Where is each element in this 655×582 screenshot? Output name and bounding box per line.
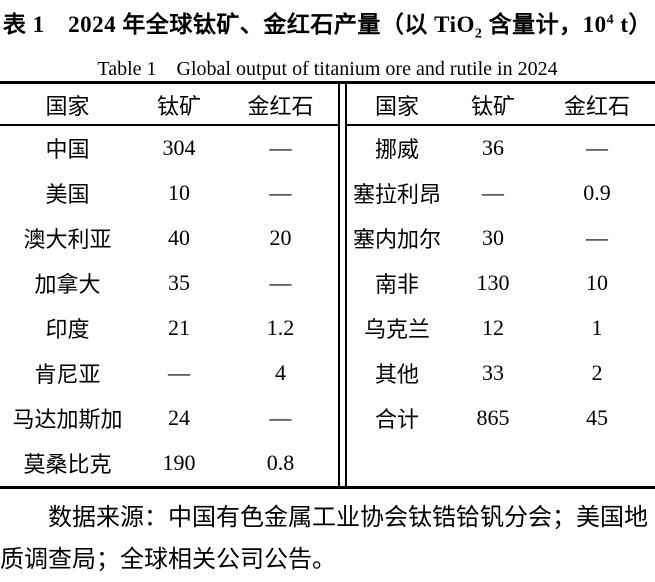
ilmenite-cell: —	[168, 359, 190, 385]
rutile-cell: 20	[269, 224, 292, 250]
rutile-cell: 0.9	[583, 179, 611, 205]
table-caption-zh: 表 1 2024 年全球钛矿、金红石产量（以 TiO2 含量计，104 t）	[0, 5, 655, 42]
rutile-cell: —	[586, 134, 608, 160]
rutile-cell: 1.2	[266, 314, 295, 340]
ilmenite-cell: 40	[168, 224, 190, 250]
country-cell: 美国	[45, 181, 90, 207]
caption-zh-close: t）	[614, 12, 653, 37]
column-header-country: 国家	[374, 93, 419, 119]
ilmenite-cell: 12	[482, 314, 504, 340]
country-cell: 加拿大	[34, 271, 101, 297]
rutile-cell: 1	[591, 314, 603, 340]
rutile-cell: —	[269, 404, 292, 430]
ilmenite-cell: 35	[168, 269, 190, 295]
column-header-country: 国家	[45, 93, 90, 119]
column-header-ilmenite: 钛矿	[470, 93, 515, 119]
country-cell: 乌克兰	[363, 316, 430, 342]
ilmenite-cell: 10	[168, 179, 190, 205]
right-subtable: 国家 钛矿 金红石 挪威 36 — 塞拉利昂 — 0.9 塞内加尔 30 — 南…	[347, 84, 655, 486]
country-cell: 合计	[374, 406, 419, 432]
country-cell: 其他	[374, 361, 419, 387]
country-cell: 中国	[45, 136, 90, 162]
country-cell: 澳大利亚	[23, 226, 112, 252]
ilmenite-cell: 130	[476, 269, 510, 295]
country-cell: 莫桑比克	[23, 451, 112, 477]
ilmenite-cell: 24	[168, 404, 190, 430]
caption-zh-units: 含量计，10	[482, 12, 607, 37]
country-cell: 肯尼亚	[34, 361, 101, 387]
ilmenite-cell: 865	[476, 404, 510, 430]
ilmenite-cell: 21	[168, 314, 190, 340]
ilmenite-cell: 190	[162, 449, 196, 475]
rutile-cell: 0.8	[266, 449, 295, 475]
data-source-note: 数据来源：中国有色金属工业协会钛锆铪钒分会；美国地 质调查局；全球相关公司公告。	[0, 497, 655, 581]
caption-zh-text: 表 1 2024 年全球钛矿、金红石产量（以 TiO	[2, 12, 475, 37]
rutile-cell: —	[586, 224, 608, 250]
ilmenite-cell: 304	[162, 134, 196, 160]
data-source-line1: 数据来源：中国有色金属工业协会钛锆铪钒分会；美国地	[48, 505, 648, 531]
rutile-cell: 2	[591, 359, 603, 385]
rutile-cell: 45	[586, 404, 608, 430]
ilmenite-cell: 33	[482, 359, 504, 385]
column-header-rutile: 金红石	[247, 93, 314, 119]
column-header-ilmenite: 钛矿	[156, 93, 201, 119]
production-table: 国家 钛矿 金红石 中国 304 — 美国 10 — 澳大利亚 40 20 加拿…	[0, 81, 655, 489]
rutile-cell: 10	[586, 269, 608, 295]
ten-power-superscript: 4	[606, 12, 615, 28]
country-cell: 塞拉利昂	[352, 181, 441, 207]
country-cell: 南非	[374, 271, 419, 297]
table-caption-en: Table 1 Global output of titanium ore an…	[97, 58, 558, 80]
ilmenite-cell: —	[482, 179, 504, 205]
country-cell: 塞内加尔	[352, 226, 441, 252]
ilmenite-cell: 36	[482, 134, 504, 160]
rutile-cell: —	[269, 269, 292, 295]
tio2-subscript: 2	[474, 26, 483, 42]
rutile-cell: 4	[275, 359, 286, 385]
header-separator-rule	[0, 124, 655, 126]
rutile-cell: —	[269, 179, 292, 205]
column-header-rutile: 金红石	[563, 93, 630, 119]
ilmenite-cell: 30	[482, 224, 504, 250]
rutile-cell: —	[269, 134, 292, 160]
left-subtable: 国家 钛矿 金红石 中国 304 — 美国 10 — 澳大利亚 40 20 加拿…	[0, 84, 338, 486]
country-cell: 马达加斯加	[12, 406, 123, 432]
country-cell: 印度	[45, 316, 90, 342]
double-rule-divider	[338, 84, 347, 486]
country-cell: 挪威	[374, 136, 419, 162]
data-source-line2: 质调查局；全球相关公司公告。	[0, 547, 336, 573]
